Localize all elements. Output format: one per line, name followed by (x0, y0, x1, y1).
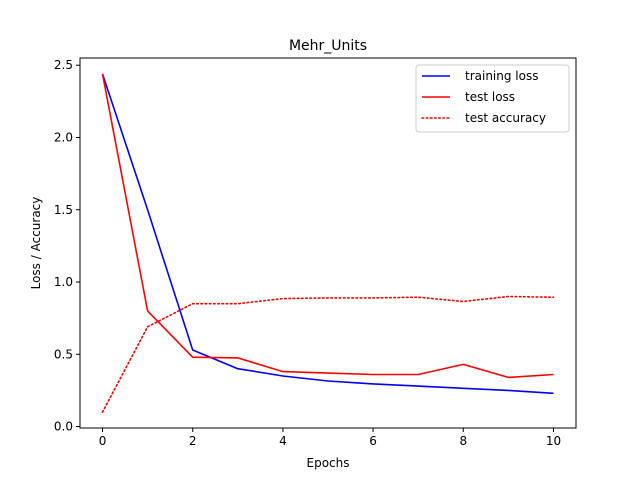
x-tick-label: 6 (369, 434, 377, 448)
plot-frame (79, 57, 577, 429)
axis-ticks: 0 2 4 6 8 10 0.0 0.5 1.0 1.5 2.0 2.5 (54, 58, 561, 448)
x-tick-label: 2 (189, 434, 197, 448)
series-line-test-accuracy (101, 295, 555, 413)
y-tick-label: 2.5 (54, 58, 73, 72)
x-axis-label: Epochs (307, 456, 350, 470)
y-tick-label: 0.0 (54, 420, 73, 434)
x-tick-label: 8 (459, 434, 467, 448)
series-line-test-loss (101, 73, 554, 379)
x-tick-label: 0 (99, 434, 107, 448)
series-line-training-loss (101, 73, 554, 395)
series-layer (101, 73, 555, 413)
y-axis-label: Loss / Accuracy (29, 197, 43, 290)
y-tick-label: 2.0 (54, 130, 73, 144)
legend: training loss test loss test accuracy (415, 64, 570, 133)
y-tick-label: 1.5 (54, 203, 73, 217)
x-tick-label: 4 (279, 434, 287, 448)
legend-box (415, 64, 570, 133)
y-tick-label: 1.0 (54, 275, 73, 289)
legend-label: training loss (465, 69, 538, 83)
legend-label: test accuracy (465, 111, 546, 125)
chart-title: Mehr_Units (289, 38, 367, 54)
x-tick-label: 10 (546, 434, 561, 448)
y-tick-label: 0.5 (54, 347, 73, 361)
legend-label: test loss (465, 90, 515, 104)
